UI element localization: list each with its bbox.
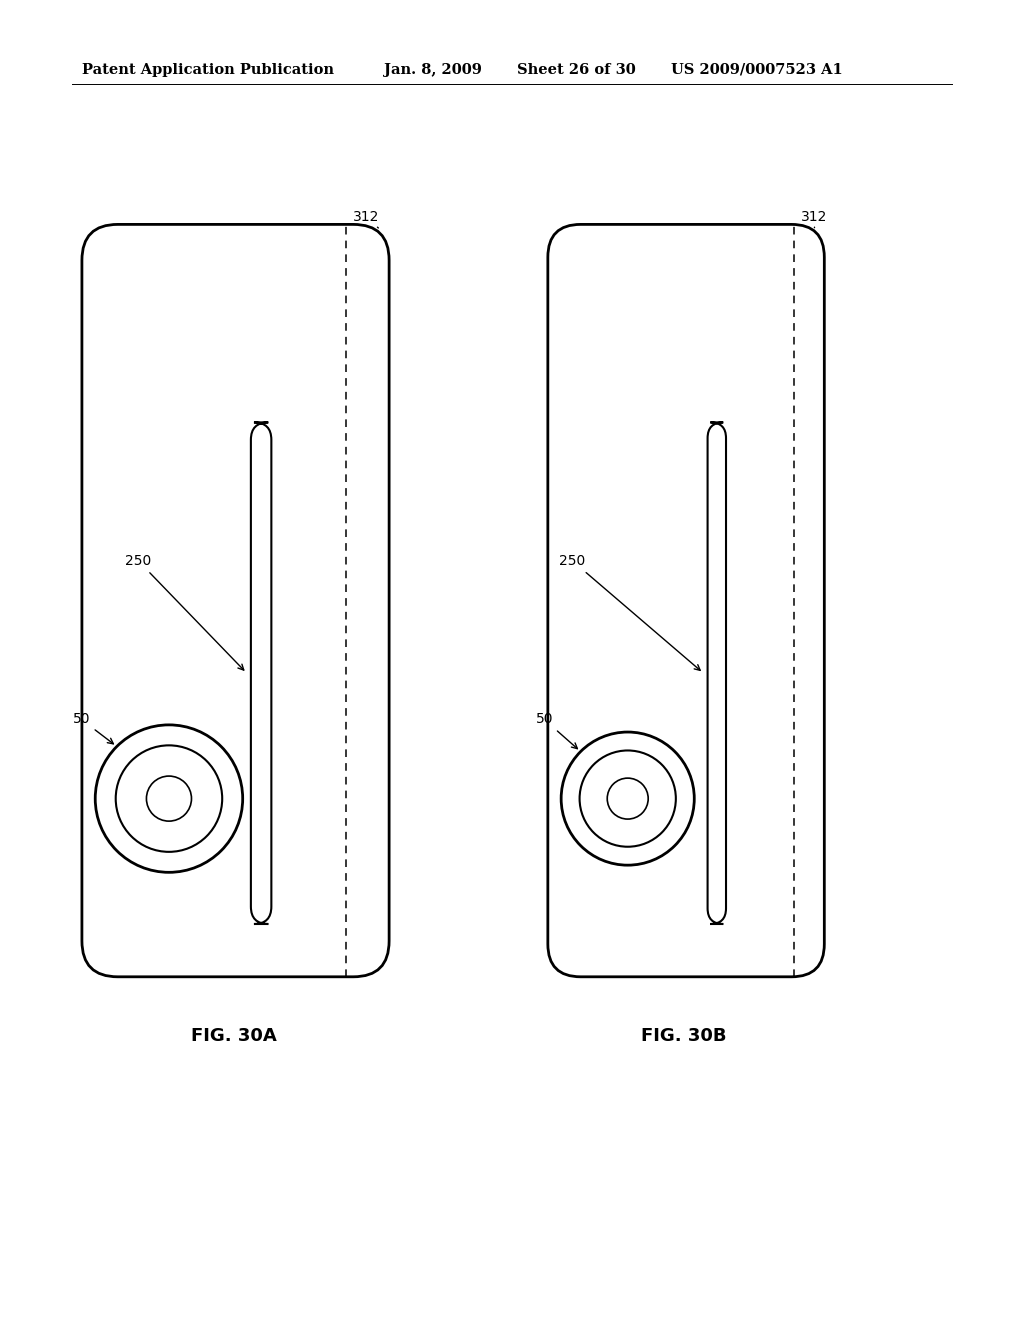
Text: Jan. 8, 2009: Jan. 8, 2009 (384, 63, 482, 77)
Text: FIG. 30B: FIG. 30B (641, 1027, 727, 1045)
Text: 250: 250 (125, 554, 244, 671)
Text: 312: 312 (353, 210, 380, 228)
FancyBboxPatch shape (708, 422, 726, 924)
FancyBboxPatch shape (82, 224, 389, 977)
Text: 250: 250 (559, 554, 700, 671)
FancyBboxPatch shape (548, 224, 824, 977)
Text: 50: 50 (536, 713, 578, 748)
Text: 50: 50 (73, 713, 114, 744)
Text: US 2009/0007523 A1: US 2009/0007523 A1 (671, 63, 843, 77)
FancyBboxPatch shape (251, 422, 271, 924)
Text: 312: 312 (801, 210, 827, 227)
Text: Patent Application Publication: Patent Application Publication (82, 63, 334, 77)
Text: FIG. 30A: FIG. 30A (190, 1027, 276, 1045)
Text: Sheet 26 of 30: Sheet 26 of 30 (517, 63, 636, 77)
